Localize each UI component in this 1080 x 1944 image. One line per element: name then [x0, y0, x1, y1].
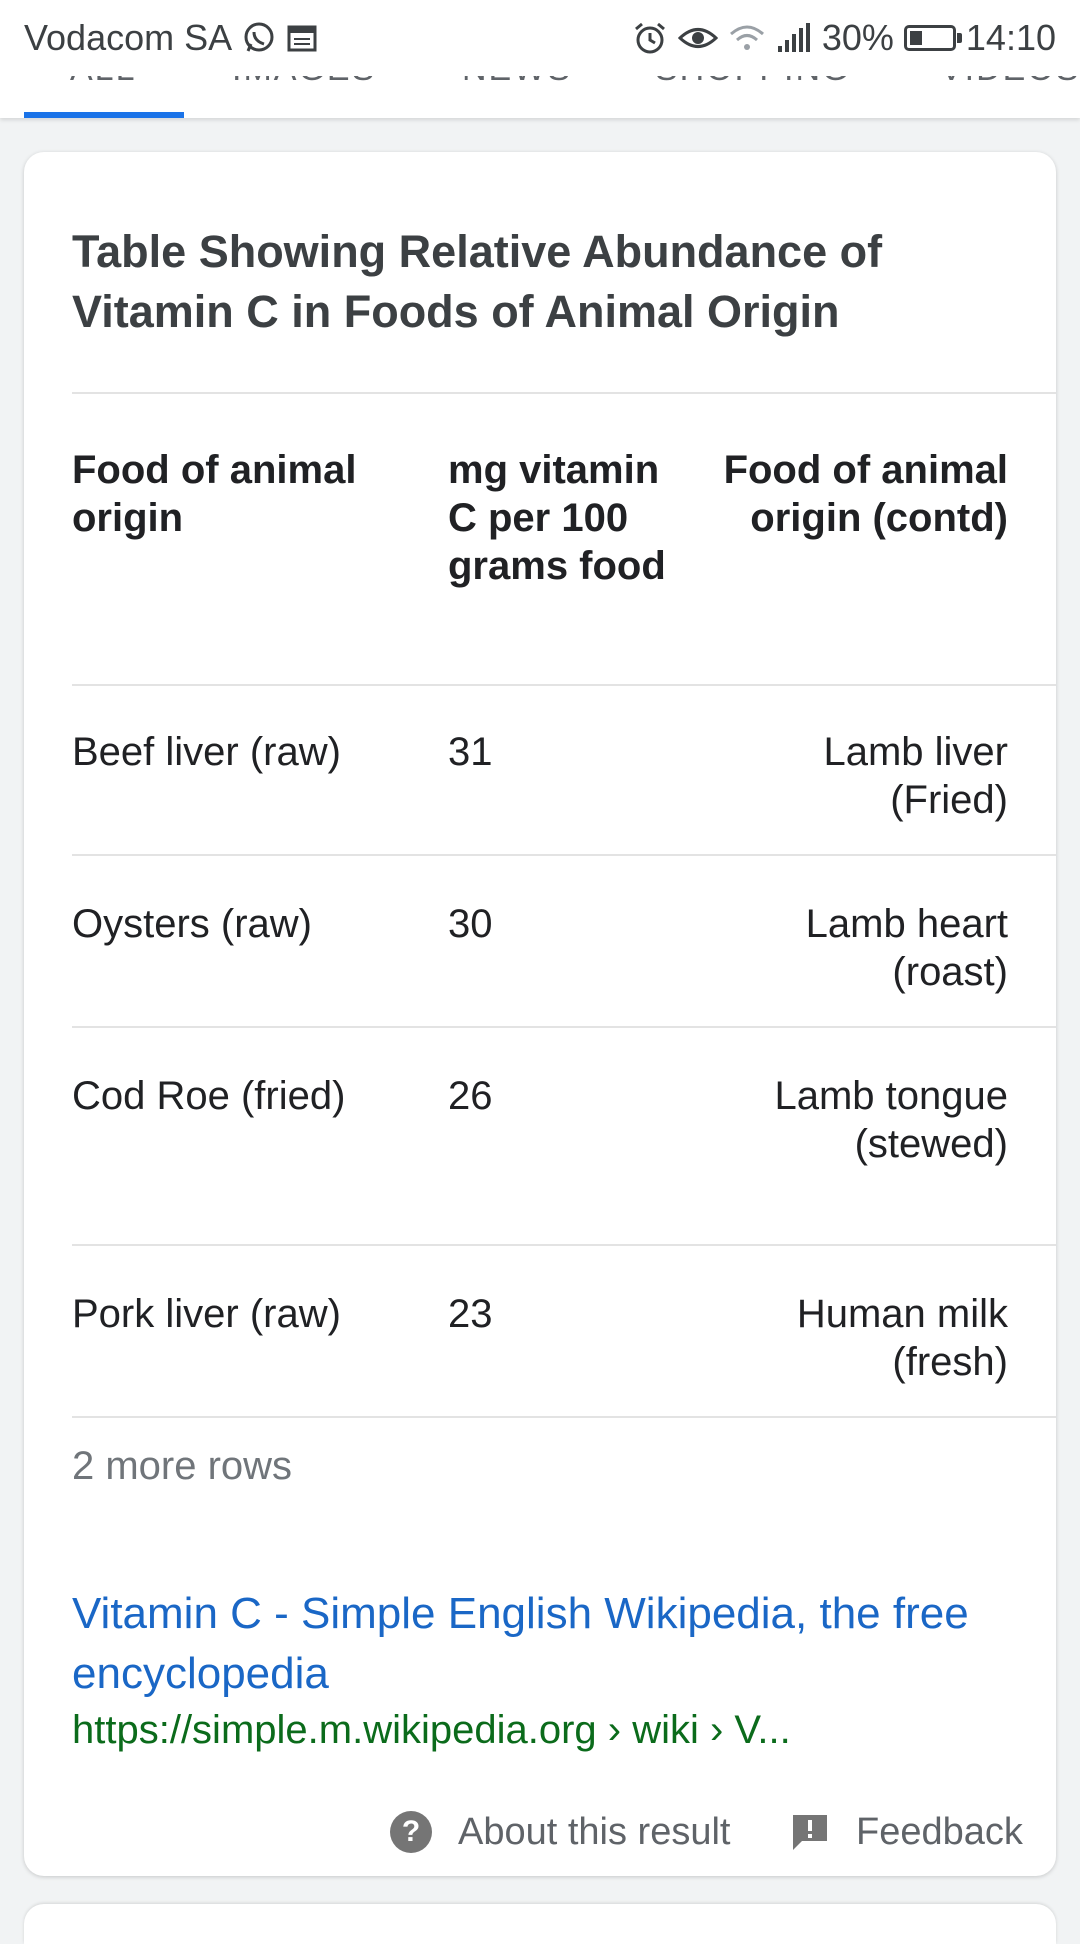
divider: [72, 684, 1056, 686]
table-cell: Cod Roe (fried): [72, 1074, 346, 1118]
calendar-icon: [286, 22, 318, 54]
whatsapp-icon: [242, 21, 276, 55]
table-cell: 23: [448, 1292, 493, 1336]
battery-percent: 30%: [821, 17, 894, 58]
column-header-food-contd: Food of animal origin (contd): [723, 448, 1008, 540]
feedback-icon: [790, 1812, 830, 1852]
result-title-link[interactable]: Vitamin C - Simple English Wikipedia, th…: [72, 1589, 969, 1698]
feedback-button[interactable]: Feedback: [790, 1802, 1023, 1862]
clock: 14:10: [965, 17, 1056, 58]
battery-icon: [903, 25, 962, 51]
result-url[interactable]: https://simple.m.wikipedia.org › wiki › …: [72, 1708, 791, 1752]
table-cell: Lamb liver (Fried): [823, 730, 1008, 822]
featured-snippet-card: Table Showing Relative Abundance of Vita…: [24, 152, 1056, 1876]
table-cell: Lamb tongue (stewed): [774, 1074, 1008, 1166]
table-cell: Human milk (fresh): [796, 1292, 1008, 1384]
battery-fill: [909, 31, 922, 45]
table-cell: 31: [448, 730, 493, 774]
status-bar-right: 30% 14:10: [632, 17, 1056, 59]
about-this-result-button[interactable]: ? About this result: [390, 1802, 730, 1862]
table-cell: 26: [448, 1074, 493, 1118]
carrier-name: Vodacom SA: [24, 17, 233, 58]
eye-icon: [677, 23, 718, 53]
divider: [72, 1244, 1056, 1246]
table-cell: Beef liver (raw): [72, 730, 341, 774]
table-cell: Pork liver (raw): [72, 1292, 341, 1336]
alarm-icon: [632, 20, 668, 56]
divider: [72, 854, 1056, 856]
column-header-mg: mg vitamin C per 100 grams food: [448, 448, 666, 588]
status-bar: Vodacom SA 30% 14:10: [0, 0, 1080, 76]
divider: [72, 1416, 1056, 1418]
signal-icon: [776, 22, 812, 54]
active-tab-indicator: [24, 112, 184, 118]
table-title: Table Showing Relative Abundance of Vita…: [72, 226, 883, 337]
more-rows-link[interactable]: 2 more rows: [72, 1444, 293, 1488]
status-bar-left: Vodacom SA: [24, 17, 318, 59]
table-cell: Oysters (raw): [72, 902, 312, 946]
wifi-icon: [728, 22, 766, 54]
about-label: About this result: [458, 1810, 731, 1853]
feedback-label: Feedback: [856, 1810, 1023, 1853]
table-cell: Lamb heart (roast): [805, 902, 1008, 994]
next-result-card: [24, 1904, 1056, 1944]
column-header-food: Food of animal origin: [72, 448, 357, 540]
table-cell: 30: [448, 902, 493, 946]
divider: [72, 1026, 1056, 1028]
help-icon: ?: [390, 1811, 432, 1853]
divider: [72, 392, 1056, 394]
